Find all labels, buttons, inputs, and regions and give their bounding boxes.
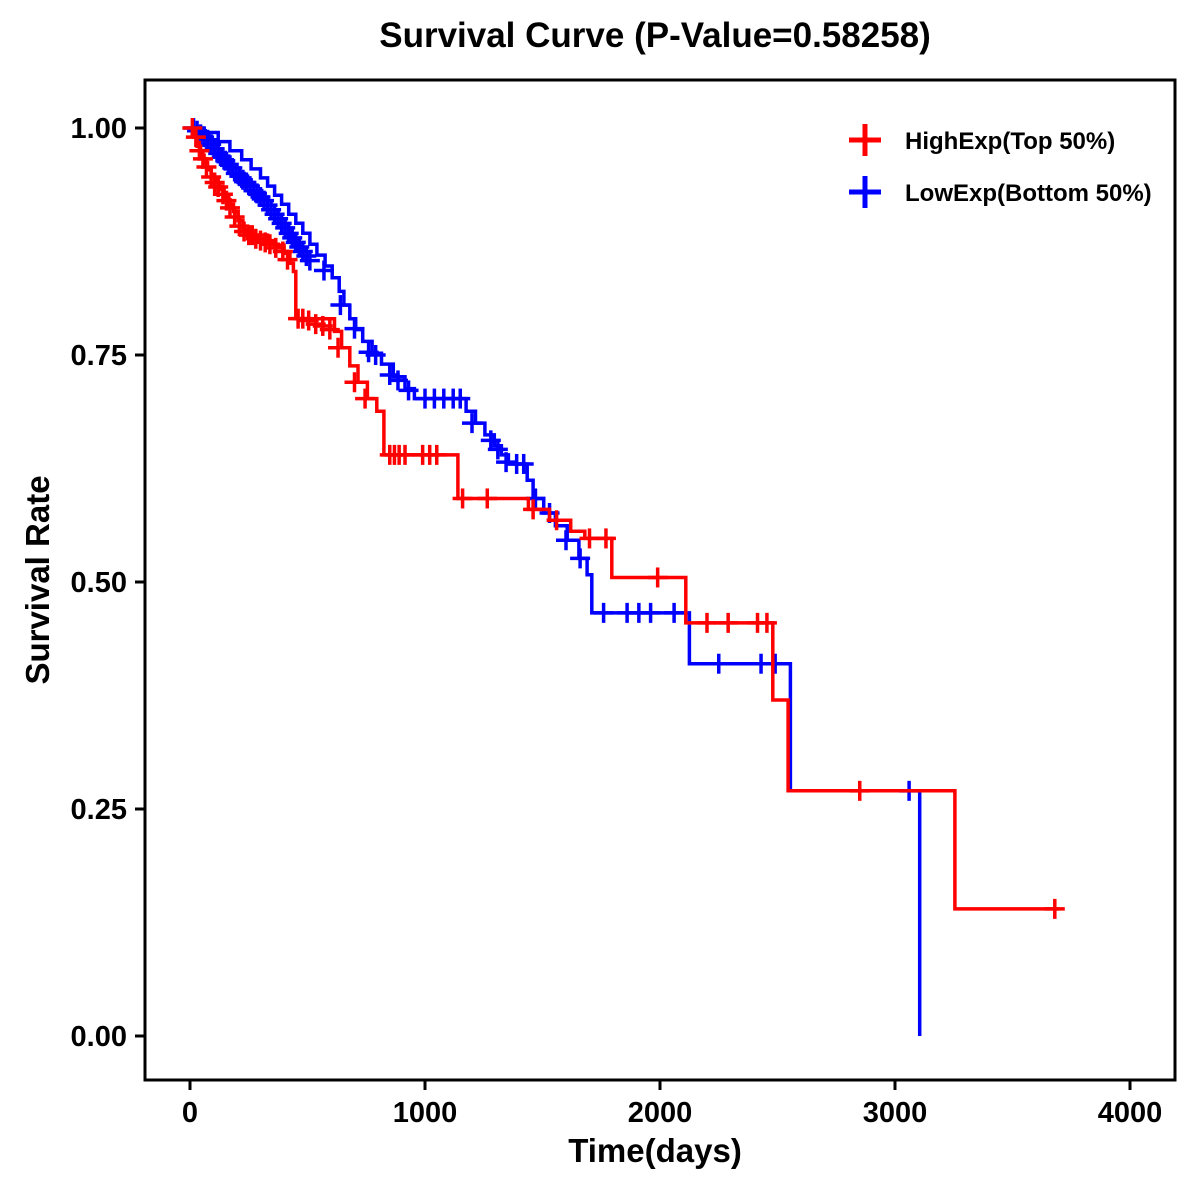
x-axis: 0 1000 2000 3000 4000 [182, 1080, 1162, 1129]
censor-mark [640, 602, 661, 623]
legend-label: LowExp(Bottom 50%) [905, 180, 1152, 207]
y-tick-label: 0.50 [71, 567, 127, 599]
censor-mark [718, 612, 739, 633]
chart-title: Survival Curve (P-Value=0.58258) [379, 16, 931, 55]
censor-mark [452, 488, 473, 509]
censor-mark [196, 157, 217, 178]
censor-mark [546, 510, 567, 531]
censor-mark [250, 230, 271, 251]
legend: HighExp(Top 50%) LowExp(Bottom 50%) [849, 124, 1152, 208]
censor-mark [355, 388, 376, 409]
x-tick-label: 2000 [628, 1097, 693, 1129]
y-tick-label: 1.00 [71, 113, 127, 145]
censor-mark [849, 780, 870, 801]
series-lowexp [183, 118, 922, 1036]
censor-mark [756, 612, 777, 633]
censor-mark [697, 612, 717, 633]
censor-mark [595, 528, 616, 549]
censor-mark [496, 452, 517, 473]
censor-mark [450, 388, 471, 409]
x-tick-label: 0 [182, 1097, 198, 1129]
censor-mark [245, 228, 266, 249]
censor-mark [664, 602, 685, 623]
censor-mark [313, 260, 334, 281]
censor-mark [570, 548, 591, 569]
plot-border [143, 78, 1177, 1082]
censor-mark [344, 318, 365, 339]
censor-mark [426, 444, 447, 465]
y-tick-label: 0.75 [71, 340, 127, 372]
x-axis-title: Time(days) [568, 1132, 742, 1169]
censor-mark [344, 372, 365, 393]
x-tick-label: 4000 [1098, 1097, 1163, 1129]
censor-mark [462, 413, 482, 434]
legend-label: HighExp(Top 50%) [905, 128, 1115, 155]
censor-mark [593, 602, 614, 623]
y-axis: 0.00 0.25 0.50 0.75 1.00 [71, 113, 145, 1053]
censor-mark [255, 232, 276, 253]
censor-mark [395, 444, 416, 465]
legend-item-highexp: HighExp(Top 50%) [849, 124, 1115, 156]
censor-mark [513, 453, 534, 474]
censor-mark [523, 499, 544, 520]
censor-mark [556, 530, 576, 551]
y-tick-label: 0.25 [71, 794, 127, 826]
censor-mark [398, 380, 419, 401]
censor-mark [319, 319, 340, 340]
survival-curve-highexp [190, 126, 1060, 911]
censor-mark [328, 337, 349, 358]
censor-marks-lowexp [183, 118, 920, 801]
censor-mark [204, 172, 225, 193]
censor-mark [647, 567, 668, 588]
legend-item-lowexp: LowExp(Bottom 50%) [849, 176, 1152, 208]
legend-plus-icon [849, 124, 881, 156]
censor-mark [1044, 898, 1065, 919]
survival-curve-lowexp [190, 126, 922, 1036]
censor-mark [185, 127, 206, 148]
censor-mark [487, 439, 508, 460]
censor-mark [296, 246, 317, 267]
censor-mark [708, 653, 729, 674]
censor-mark [477, 488, 498, 509]
series-highexp [182, 118, 1065, 919]
censor-mark [277, 249, 298, 270]
legend-plus-icon [849, 176, 881, 208]
censor-mark [365, 345, 386, 365]
censor-mark [387, 370, 408, 391]
censor-mark [330, 295, 351, 316]
x-tick-label: 3000 [863, 1097, 928, 1129]
censor-mark [765, 653, 786, 674]
censor-marks-highexp [182, 118, 1065, 919]
censor-mark [224, 206, 245, 227]
censor-mark [182, 118, 203, 138]
censor-mark [299, 250, 320, 271]
censor-mark [219, 197, 240, 218]
x-tick-label: 1000 [393, 1097, 458, 1129]
y-tick-label: 0.00 [71, 1021, 127, 1053]
